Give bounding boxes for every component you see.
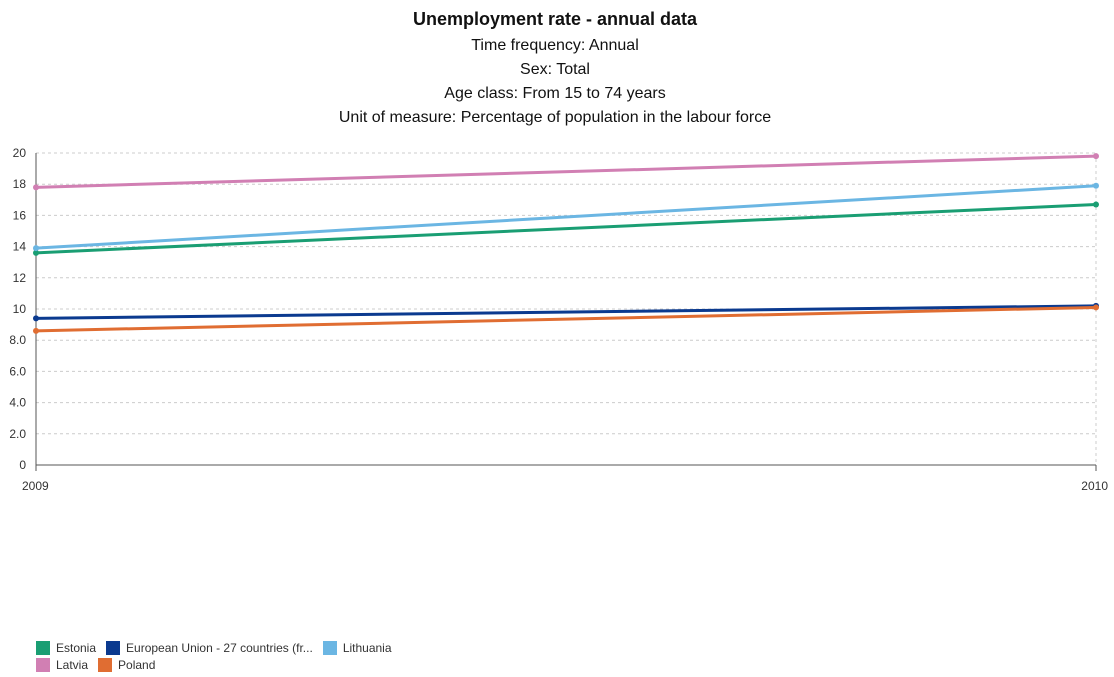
- y-tick-label: 0: [19, 458, 26, 472]
- chart-subtitle-frequency: Time frequency: Annual: [471, 37, 639, 54]
- chart-title: Unemployment rate - annual data: [413, 9, 698, 29]
- y-tick-label: 20: [13, 146, 27, 160]
- legend-swatch: [106, 640, 121, 655]
- axes: 0 2.0 4.0 6.0 8.0 10 12 14 16 18 20 2009 2010: [9, 146, 1108, 493]
- y-tick-label: 12: [13, 271, 27, 285]
- legend-swatch: [36, 640, 50, 655]
- legend-label: Lithuania: [342, 640, 392, 655]
- data-point-european[interactable]: [33, 315, 39, 322]
- legend: Estonia European Union - 27 countries (fr…: [36, 639, 476, 673]
- legend-row: Latvia Poland: [36, 656, 476, 673]
- legend-label: Estonia: [56, 640, 97, 655]
- y-tick-label: 18: [13, 177, 27, 191]
- legend-item-estonia[interactable]: Estonia: [36, 640, 97, 655]
- chart-subtitle-unit: Unit of measure: Percentage of populatio…: [339, 109, 771, 126]
- series-line-estonia: [35, 202, 1097, 255]
- y-tick-label: 6.0: [9, 364, 26, 378]
- chart-subtitle-age: Age class: From 15 to 74 years: [444, 85, 665, 102]
- y-tick-label: 10: [13, 302, 27, 316]
- legend-label: European Union - 27 countries (fr...: [126, 640, 313, 655]
- series-line-latvia: [35, 154, 1097, 189]
- data-point-estonia[interactable]: [33, 249, 39, 256]
- chart-subtitle-sex: Sex: Total: [520, 61, 590, 78]
- legend-item-poland[interactable]: Poland: [98, 657, 156, 672]
- series: [33, 153, 1099, 334]
- y-tick-label: 4.0: [9, 396, 26, 410]
- legend-label: Latvia: [56, 657, 89, 672]
- legend-swatch: [98, 657, 113, 672]
- legend-swatch: [322, 640, 337, 655]
- data-point-poland[interactable]: [1093, 304, 1099, 311]
- legend-item-lithuania[interactable]: Lithuania: [322, 640, 392, 655]
- legend-item-european[interactable]: European Union - 27 countries (fr...: [106, 640, 313, 655]
- legend-swatch: [36, 657, 50, 672]
- data-point-lithuania[interactable]: [33, 245, 39, 252]
- series-line-lithuania: [35, 184, 1097, 250]
- data-point-poland[interactable]: [33, 327, 39, 334]
- series-line-european: [35, 304, 1097, 320]
- y-tick-label: 8.0: [9, 333, 26, 347]
- data-point-latvia[interactable]: [33, 184, 39, 191]
- x-tick-label: 2010: [1081, 479, 1108, 493]
- legend-label: Poland: [118, 657, 156, 672]
- data-point-lithuania[interactable]: [1093, 182, 1099, 189]
- legend-row: Estonia European Union - 27 countries (fr…: [36, 639, 476, 656]
- y-tick-label: 14: [13, 240, 27, 254]
- y-tick-label: 16: [13, 208, 27, 222]
- series-line-poland: [35, 305, 1097, 333]
- data-point-estonia[interactable]: [1093, 201, 1099, 208]
- legend-item-latvia[interactable]: Latvia: [36, 657, 89, 672]
- x-tick-label: 2009: [22, 479, 49, 493]
- data-point-latvia[interactable]: [1093, 153, 1099, 160]
- y-tick-label: 2.0: [9, 427, 26, 441]
